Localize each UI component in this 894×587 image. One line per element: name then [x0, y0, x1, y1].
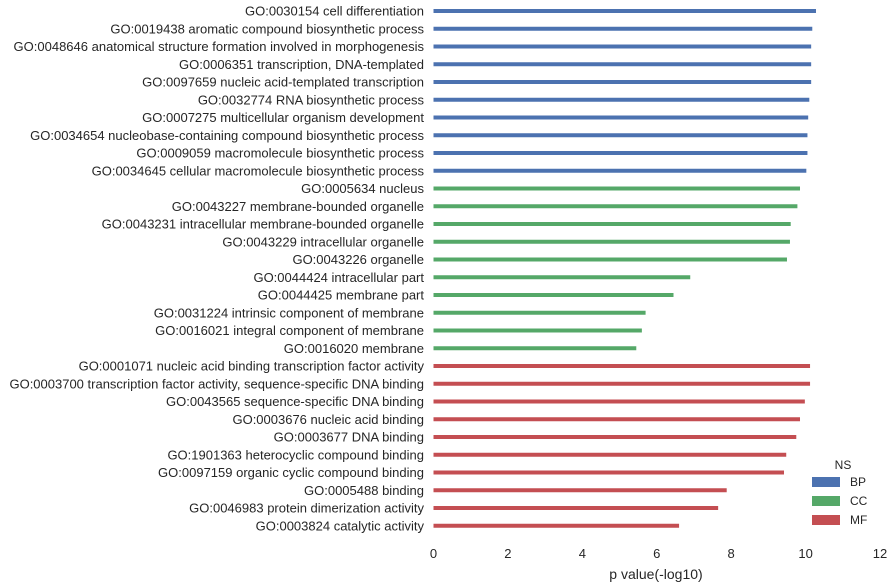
- bar: [433, 168, 807, 173]
- bar: [433, 470, 785, 475]
- category-label: GO:0043227 membrane-bounded organelle: [172, 199, 424, 214]
- category-label: GO:0043229 intracellular organelle: [222, 234, 424, 249]
- category-label: GO:0043231 intracellular membrane-bounde…: [102, 217, 424, 232]
- category-label: GO:1901363 heterocyclic compound binding: [167, 447, 424, 462]
- category-label: GO:0034654 nucleobase-containing compoun…: [30, 128, 424, 143]
- category-label: GO:0034645 cellular macromolecule biosyn…: [92, 163, 425, 178]
- category-label: GO:0003700 transcription factor activity…: [9, 376, 424, 391]
- bar: [433, 239, 790, 244]
- bar: [433, 399, 805, 404]
- category-label: GO:0046983 protein dimerization activity: [189, 501, 424, 516]
- bar: [433, 97, 810, 102]
- legend-title: NS: [835, 458, 852, 472]
- bar: [433, 62, 812, 67]
- legend-label: CC: [850, 494, 868, 508]
- category-label: GO:0030154 cell differentiation: [245, 4, 424, 19]
- bar: [433, 293, 674, 297]
- bar: [433, 310, 646, 315]
- x-tick-label: 4: [579, 546, 586, 561]
- bar: [433, 44, 812, 49]
- category-label: GO:0016021 integral component of membran…: [155, 323, 424, 338]
- bar: [433, 328, 642, 333]
- bar: [433, 275, 691, 280]
- category-label: GO:0097659 nucleic acid-templated transc…: [142, 75, 424, 90]
- x-tick-label: 0: [430, 546, 437, 561]
- bar: [433, 186, 801, 191]
- x-axis-ticks: 0 2 4 6 8 10 12: [430, 546, 887, 561]
- bar: [433, 364, 811, 368]
- bar: [433, 523, 680, 528]
- legend: NS BP CC MF: [812, 458, 868, 527]
- bar: [433, 222, 791, 226]
- category-label: GO:0019438 aromatic compound biosyntheti…: [110, 21, 424, 36]
- bar: [433, 435, 797, 439]
- bar: [433, 417, 801, 422]
- x-tick-label: 8: [728, 546, 735, 561]
- x-axis-title: p value(-log10): [609, 566, 702, 582]
- legend-label: MF: [850, 513, 867, 527]
- category-label: GO:0003677 DNA binding: [274, 430, 424, 445]
- x-tick-label: 6: [653, 546, 660, 561]
- bar: [433, 346, 637, 351]
- legend-swatch: [812, 515, 840, 525]
- category-labels: GO:0030154 cell differentiation GO:001943…: [9, 4, 424, 534]
- x-tick-label: 2: [504, 546, 511, 561]
- bar: [433, 115, 809, 120]
- bar: [433, 452, 787, 457]
- x-tick-label: 10: [798, 546, 812, 561]
- category-label: GO:0006351 transcription, DNA-templated: [179, 57, 424, 72]
- bar: [433, 506, 719, 510]
- category-label: GO:0031224 intrinsic component of membra…: [154, 305, 424, 320]
- legend-swatch: [812, 496, 840, 506]
- legend-swatch: [812, 477, 840, 487]
- legend-label: BP: [850, 475, 866, 489]
- category-label: GO:0009059 macromolecule biosynthetic pr…: [136, 146, 424, 161]
- category-label: GO:0005488 binding: [304, 483, 424, 498]
- category-label: GO:0097159 organic cyclic compound bindi…: [158, 465, 424, 480]
- category-label: GO:0003676 nucleic acid binding: [232, 412, 424, 427]
- x-tick-label: 12: [873, 546, 887, 561]
- bar: [433, 257, 787, 262]
- category-label: GO:0003824 catalytic activity: [256, 518, 425, 533]
- bars-group: [433, 9, 817, 528]
- bar: [433, 204, 798, 209]
- bar: [433, 9, 817, 13]
- bar: [433, 133, 808, 138]
- bar: [433, 381, 811, 386]
- category-label: GO:0032774 RNA biosynthetic process: [198, 92, 425, 107]
- category-label: GO:0044425 membrane part: [258, 288, 425, 303]
- bar: [433, 488, 727, 493]
- category-label: GO:0001071 nucleic acid binding transcri…: [79, 359, 425, 374]
- category-label: GO:0043226 organelle: [292, 252, 424, 267]
- category-label: GO:0044424 intracellular part: [253, 270, 424, 285]
- category-label: GO:0007275 multicellular organism develo…: [142, 110, 424, 125]
- bar: [433, 151, 808, 155]
- category-label: GO:0043565 sequence-specific DNA binding: [166, 394, 424, 409]
- category-label: GO:0005634 nucleus: [301, 181, 424, 196]
- bar: [433, 26, 813, 31]
- category-label: GO:0048646 anatomical structure formatio…: [14, 39, 425, 54]
- bar: [433, 80, 812, 84]
- category-label: GO:0016020 membrane: [284, 341, 424, 356]
